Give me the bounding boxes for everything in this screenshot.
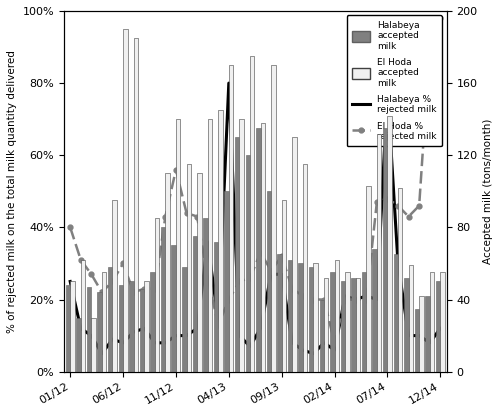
Bar <box>377 133 382 372</box>
Bar <box>224 191 229 372</box>
Bar <box>166 173 170 372</box>
Bar <box>218 110 222 372</box>
Bar <box>394 254 398 372</box>
Legend: Halabeya
accepted
milk, El Hoda
accepted
milk, Halabeya %
rejected milk, El Hoda: Halabeya accepted milk, El Hoda accepted… <box>346 15 442 146</box>
Bar <box>229 65 234 372</box>
Bar <box>356 278 360 372</box>
Bar <box>92 318 96 372</box>
Bar <box>203 218 207 372</box>
Bar <box>192 236 197 372</box>
Bar <box>383 128 388 372</box>
Bar <box>282 200 286 372</box>
Bar <box>404 278 408 372</box>
Bar <box>436 282 440 372</box>
Bar <box>208 119 212 372</box>
Bar <box>345 273 350 372</box>
Bar <box>266 191 271 372</box>
Bar <box>256 128 260 372</box>
Bar <box>182 267 186 372</box>
Bar <box>112 200 117 372</box>
Bar <box>330 273 334 372</box>
Bar <box>66 285 70 372</box>
Bar <box>298 263 303 372</box>
Bar <box>340 282 345 372</box>
Bar <box>144 282 148 372</box>
Bar <box>260 123 265 372</box>
Bar <box>366 186 370 372</box>
Bar <box>362 273 366 372</box>
Y-axis label: % of rejected milk on the total milk quantity delivered: % of rejected milk on the total milk qua… <box>7 50 17 333</box>
Bar <box>70 282 74 372</box>
Bar <box>408 265 413 372</box>
Bar <box>235 137 240 372</box>
Bar <box>134 38 138 372</box>
Bar <box>140 289 144 372</box>
Bar <box>118 285 123 372</box>
Bar <box>314 263 318 372</box>
Bar <box>334 260 339 372</box>
Bar <box>123 29 128 372</box>
Bar <box>271 65 276 372</box>
Y-axis label: Accepted milk (tons/month): Accepted milk (tons/month) <box>483 119 493 264</box>
Bar <box>176 119 180 372</box>
Bar <box>320 299 324 372</box>
Bar <box>414 309 419 372</box>
Bar <box>129 282 134 372</box>
Bar <box>161 228 166 372</box>
Bar <box>87 287 92 372</box>
Bar <box>440 273 444 372</box>
Bar <box>197 173 202 372</box>
Bar <box>150 273 155 372</box>
Bar <box>172 245 176 372</box>
Bar <box>155 218 159 372</box>
Bar <box>186 164 191 372</box>
Bar <box>76 318 81 372</box>
Bar <box>246 155 250 372</box>
Bar <box>81 260 85 372</box>
Bar <box>419 296 424 372</box>
Bar <box>324 278 328 372</box>
Bar <box>372 249 377 372</box>
Bar <box>388 116 392 372</box>
Bar <box>303 164 308 372</box>
Bar <box>292 137 296 372</box>
Bar <box>430 273 434 372</box>
Bar <box>240 119 244 372</box>
Bar <box>98 292 102 372</box>
Bar <box>108 267 112 372</box>
Bar <box>309 267 314 372</box>
Bar <box>250 56 254 372</box>
Bar <box>398 188 402 372</box>
Bar <box>102 273 106 372</box>
Bar <box>352 278 356 372</box>
Bar <box>214 242 218 372</box>
Bar <box>426 296 430 372</box>
Bar <box>288 260 292 372</box>
Bar <box>277 254 281 372</box>
